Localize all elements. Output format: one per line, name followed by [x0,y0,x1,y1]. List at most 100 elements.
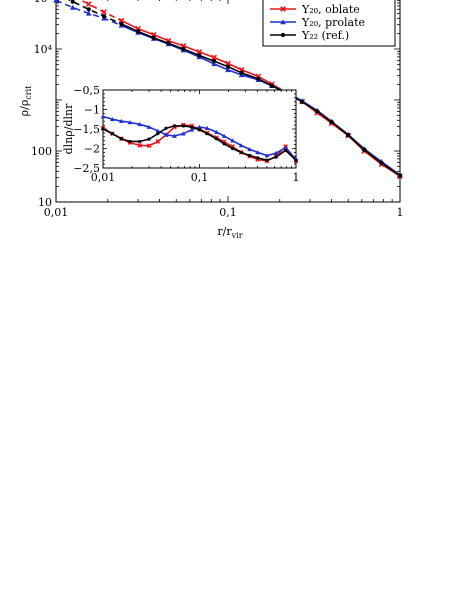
inset-tick-labels: 0,01 0,1 1 −0,5 −1 −1,5 −2 −2,5 [73,84,299,184]
data-point [196,48,203,55]
data-point [329,119,334,125]
inset-data-point [205,132,209,136]
data-point [118,17,125,24]
inset-data-point [147,137,151,141]
inset-data-point [238,143,244,148]
inset-data-point [155,128,161,133]
y-axis-label-sub: crit [24,85,33,100]
inset-data-point [247,146,252,152]
data-point [69,4,76,10]
legend-marker [280,19,286,25]
y-tick-label: 10⁴ [34,43,53,56]
data-point [300,99,305,104]
data-point [101,9,107,15]
inset-data-point [230,138,235,143]
inset-data-point [294,158,298,162]
y-tick-label: 10 [38,196,52,209]
data-point [119,21,124,27]
inset-data-point [110,132,114,136]
inset-data-point [172,124,177,128]
x-tick-label: 0,1 [219,206,237,219]
data-point [181,46,186,52]
data-point [166,41,171,46]
data-point [150,31,157,38]
inset-data-point [110,116,115,122]
inset-data-point [119,118,124,124]
data-point [197,53,202,58]
data-point [315,109,320,114]
main-series-group [53,0,403,180]
data-point [86,7,91,12]
inset-data-point [146,143,152,149]
legend-label: Y₂₂ (ref.) [301,29,349,42]
inset-data-point [164,126,168,130]
inset-data-point [156,132,160,136]
legend-item: Y₂₂ (ref.) [270,29,349,42]
inset-data-point [214,137,219,141]
data-point [101,14,107,19]
inset-x-tick-label: 0,01 [91,171,116,184]
series-line-dashed [78,0,122,22]
inset-data-point [127,120,133,125]
data-point [225,60,231,67]
y-tick-label: 100 [31,145,52,158]
x-tick-label: 1 [397,206,404,219]
data-point [225,64,231,69]
inset-data-point [273,150,279,156]
inset-data-point [181,124,185,128]
inset-data-point [239,150,243,154]
inset-series-2 [101,124,298,162]
data-point [397,173,403,178]
series-2 [67,0,403,178]
inset-data-point [204,125,210,131]
inset-data-point [100,114,106,119]
x-axis-label-sub: vir [231,231,243,240]
data-point [53,0,59,3]
inset-data-point [190,125,194,129]
y-axis-label-main: ρ/ρ [18,100,31,117]
data-point [211,58,217,64]
inset-data-point [146,124,152,129]
inset-data-point [247,153,252,158]
inset-data-point [119,137,123,141]
inset-y-tick-label: −1,5 [73,123,100,136]
inset-data-point [264,153,270,158]
main-plot: 0,01 0,1 1 10 100 10⁴ 10⁵ r/rvir ρ/ρcrit [18,0,404,240]
data-point [135,29,141,34]
data-point [362,147,367,153]
data-point [256,76,261,81]
x-tick-label: 0,01 [44,206,69,219]
data-point [70,0,75,4]
inset-data-point [172,133,177,138]
data-point [346,133,351,138]
y-axis-label: ρ/ρcrit [18,85,33,117]
legend-item: Y₂₀, oblate [270,3,360,16]
inset-data-point [265,158,269,162]
inset-data-point [128,139,132,144]
inset-data-point [274,155,278,159]
inset-y-axis-label: dlnρ/dlnr [62,103,75,154]
inset-data-point [189,127,194,132]
inset-data-point [138,139,142,144]
y-tick-label: 10⁵ [34,0,52,5]
inset-plot: 0,01 0,1 1 −0,5 −1 −1,5 −2 −2,5 dlnρ/dlnr [62,84,300,184]
data-point [85,10,92,16]
inset-data-point [283,145,288,150]
inset-data-point [221,133,227,138]
inset-data-point [255,150,260,155]
inset-y-tick-label: −2,5 [73,162,100,175]
inset-data-point [222,142,226,146]
inset-data-point [197,128,202,132]
inset-series-group [100,114,299,164]
data-point [211,61,217,67]
legend-item: Y₂₀, prolate [270,16,365,29]
inset-data-point [283,148,288,153]
legend-label: Y₂₀, oblate [301,3,360,16]
inset-data-point [197,124,202,129]
data-point [85,1,92,7]
main-tick-labels: 0,01 0,1 1 10 100 10⁴ 10⁵ [31,0,404,219]
inset-y-tick-label: −1 [84,104,100,117]
